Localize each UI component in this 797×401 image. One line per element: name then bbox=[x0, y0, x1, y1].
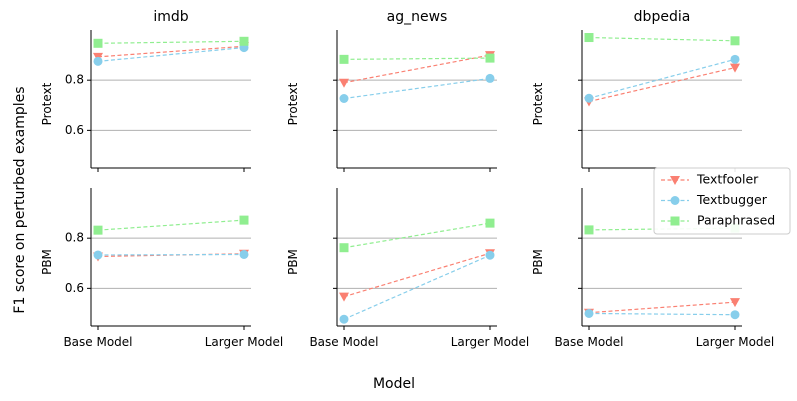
panel-dbpedia-pbm: Base Model Larger Model PBM bbox=[531, 188, 774, 349]
panel-ag_news-protext: ag_news Protext bbox=[286, 9, 497, 172]
x-tick-label: Larger Model bbox=[696, 335, 775, 349]
row-label: Protext bbox=[286, 82, 300, 125]
series-line-textbugger bbox=[588, 312, 736, 316]
x-tick-label: Larger Model bbox=[205, 335, 284, 349]
series-textbugger bbox=[93, 249, 249, 260]
data-point-paraphrased bbox=[339, 243, 349, 253]
series-paraphrased bbox=[339, 218, 495, 253]
series-line-textfooler bbox=[588, 301, 736, 314]
panel-ag_news-pbm: Base Model Larger Model PBM bbox=[286, 188, 529, 349]
legend-entry-textfooler: Textfooler bbox=[661, 172, 759, 187]
data-point-paraphrased bbox=[485, 218, 495, 228]
x-tick-label: Larger Model bbox=[451, 335, 530, 349]
data-point-paraphrased bbox=[239, 215, 249, 225]
y-tick-label: 0.8 bbox=[65, 231, 84, 245]
series-line-textbugger bbox=[343, 77, 491, 100]
series-textfooler bbox=[339, 51, 495, 88]
series-line-paraphrased bbox=[97, 40, 245, 44]
legend-box bbox=[653, 167, 791, 235]
row-label: Protext bbox=[40, 82, 54, 125]
data-point-paraphrased bbox=[93, 225, 103, 235]
series-textbugger bbox=[584, 308, 740, 320]
figure-y-label: F1 score on perturbed examples bbox=[12, 86, 28, 313]
row-label: Protext bbox=[531, 82, 545, 125]
data-point-textbugger bbox=[730, 310, 740, 320]
series-paraphrased bbox=[584, 33, 740, 46]
data-point-textbugger bbox=[93, 250, 103, 260]
series-line-textfooler bbox=[97, 45, 245, 58]
legend-marker bbox=[670, 196, 680, 205]
data-point-paraphrased bbox=[93, 38, 103, 48]
series-textbugger bbox=[584, 54, 740, 103]
panel-imdb-pbm: 0.6 0.8 Base Model Larger Model PBM bbox=[40, 188, 283, 349]
data-point-textfooler bbox=[730, 63, 740, 73]
series-paraphrased bbox=[93, 215, 249, 235]
legend-label: Textbugger bbox=[696, 192, 768, 207]
data-point-paraphrased bbox=[730, 36, 740, 46]
series-line-paraphrased bbox=[343, 57, 491, 60]
series-textfooler bbox=[93, 42, 249, 62]
series-textbugger bbox=[339, 73, 495, 103]
series-line-paraphrased bbox=[97, 219, 245, 231]
panel-imdb-protext: 0.6 0.8 imdb Protext bbox=[40, 9, 251, 172]
legend-entry-textbugger: Textbugger bbox=[661, 192, 768, 207]
x-tick-label: Base Model bbox=[554, 335, 623, 349]
data-point-textbugger bbox=[584, 93, 594, 103]
x-tick-label: Base Model bbox=[309, 335, 378, 349]
legend-marker bbox=[670, 216, 680, 226]
series-textfooler bbox=[584, 63, 740, 107]
series-paraphrased bbox=[93, 36, 249, 48]
panel-title: dbpedia bbox=[634, 9, 691, 25]
data-point-textbugger bbox=[485, 73, 495, 83]
legend-marker bbox=[670, 176, 680, 185]
data-point-paraphrased bbox=[339, 54, 349, 64]
panel-title: imdb bbox=[153, 9, 188, 25]
series-textfooler bbox=[93, 249, 249, 262]
data-point-textbugger bbox=[339, 314, 349, 324]
series-line-textbugger bbox=[588, 58, 736, 99]
data-point-paraphrased bbox=[239, 36, 249, 46]
y-tick-label: 0.8 bbox=[65, 73, 84, 87]
row-label: PBM bbox=[40, 249, 54, 275]
series-line-paraphrased bbox=[343, 222, 491, 249]
series-textfooler bbox=[339, 249, 495, 302]
legend-label: Textfooler bbox=[696, 172, 759, 187]
data-point-textfooler bbox=[730, 298, 740, 308]
data-point-paraphrased bbox=[584, 225, 594, 235]
data-point-textbugger bbox=[239, 249, 249, 259]
figure-x-label: Model bbox=[373, 376, 415, 392]
series-textbugger bbox=[93, 43, 249, 66]
series-textbugger bbox=[339, 250, 495, 324]
series-line-paraphrased bbox=[588, 36, 736, 42]
data-point-paraphrased bbox=[485, 53, 495, 63]
data-point-textbugger bbox=[730, 54, 740, 64]
legend: Textfooler Textbugger Paraphrased bbox=[653, 167, 791, 235]
panel-title: ag_news bbox=[387, 9, 448, 25]
x-tick-label: Base Model bbox=[63, 335, 132, 349]
legend-entry-paraphrased: Paraphrased bbox=[661, 213, 775, 228]
data-point-textbugger bbox=[339, 93, 349, 103]
series-line-textbugger bbox=[97, 46, 245, 62]
series-line-textfooler bbox=[343, 54, 491, 84]
y-tick-label: 0.6 bbox=[65, 123, 84, 137]
row-label: PBM bbox=[286, 249, 300, 275]
data-point-textbugger bbox=[584, 308, 594, 318]
series-line-textfooler bbox=[588, 67, 736, 103]
data-point-textfooler bbox=[339, 78, 349, 88]
row-label: PBM bbox=[531, 249, 545, 275]
data-point-paraphrased bbox=[584, 33, 594, 43]
series-textfooler bbox=[584, 298, 740, 318]
series-paraphrased bbox=[339, 53, 495, 64]
y-tick-label: 0.6 bbox=[65, 281, 84, 295]
panel-dbpedia-protext: dbpedia Protext bbox=[531, 9, 742, 172]
series-line-textbugger bbox=[343, 254, 491, 320]
chart-panels: 0.6 0.8 imdb Protext ag_news Protext dbpedia Pr… bbox=[40, 9, 774, 349]
series-line-textfooler bbox=[343, 252, 491, 298]
data-point-textbugger bbox=[485, 250, 495, 260]
legend-label: Paraphrased bbox=[697, 213, 775, 228]
data-point-textbugger bbox=[93, 56, 103, 66]
series-line-textbugger bbox=[97, 253, 245, 256]
data-point-textfooler bbox=[339, 292, 349, 302]
